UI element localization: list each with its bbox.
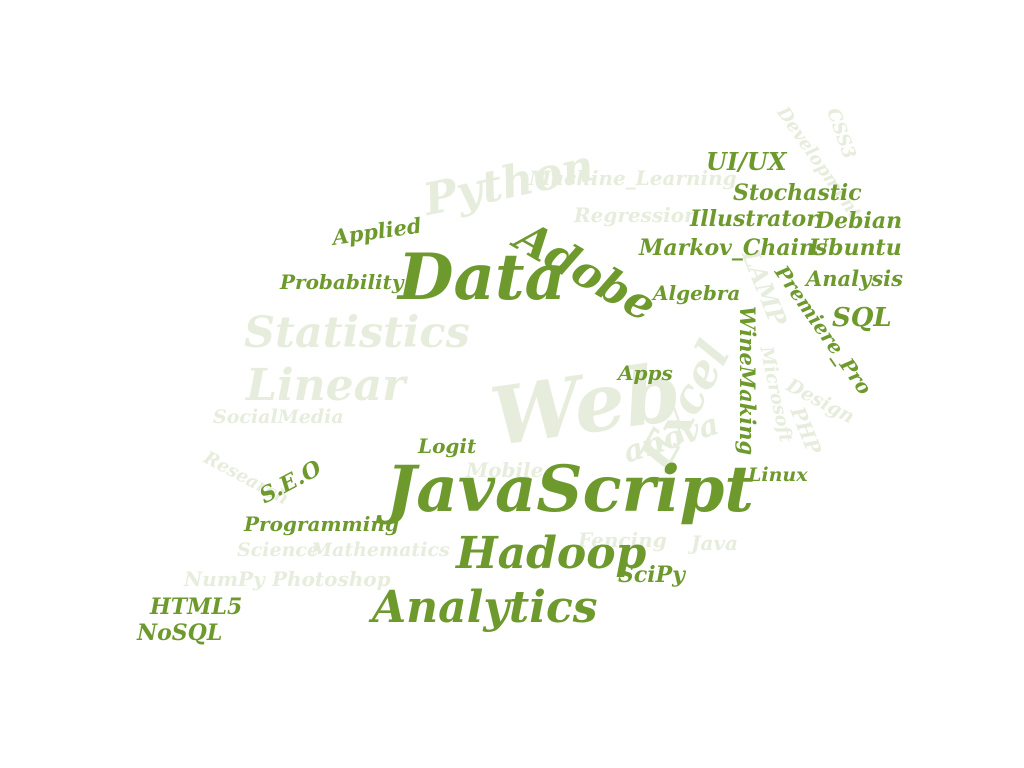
word-java: Java — [691, 531, 739, 555]
word-linux: Linux — [748, 464, 808, 486]
word-stochastic: Stochastic — [733, 180, 862, 206]
word-html5: HTML5 — [150, 594, 243, 620]
word-machine-learning: Machine_Learning — [529, 166, 737, 190]
word-apps: Apps — [618, 361, 673, 385]
word-programming: Programming — [244, 512, 399, 536]
word-debian: Debian — [815, 208, 903, 234]
word-seo: S.E.O — [255, 455, 326, 510]
word-analytics: Analytics — [372, 582, 598, 633]
word-sql: SQL — [832, 303, 892, 333]
word-science: Science — [237, 539, 320, 561]
word-winemaking: WineMaking — [735, 306, 760, 456]
word-numpy: NumPy — [184, 567, 265, 591]
word-probability: Probability — [280, 270, 404, 294]
word-algebra: Algebra — [653, 281, 741, 305]
word-illustrator: Illustrator — [690, 206, 818, 232]
word-css3: CSS3 — [822, 105, 860, 162]
word-statistics: Statistics — [244, 308, 470, 358]
word-logit: Logit — [418, 434, 477, 458]
word-hadoop: Hadoop — [456, 528, 647, 579]
word-mathematics: Mathematics — [311, 539, 450, 561]
word-mobile: Mobile — [466, 458, 544, 482]
word-markov-chains: Markov_Chains — [639, 235, 828, 261]
word-linear: Linear — [246, 360, 406, 411]
word-ui-ux: UI/UX — [706, 147, 787, 176]
word-socialmedia: SocialMedia — [213, 406, 344, 428]
word-fencing: Fencing — [578, 528, 667, 552]
word-data: Data — [398, 240, 566, 315]
word-javascript: JavaScript — [386, 452, 754, 527]
word-scipy: SciPy — [618, 562, 685, 588]
word-nosql: NoSQL — [137, 620, 223, 646]
word-photoshop: Photoshop — [272, 567, 391, 591]
word-analysis: Analysis — [806, 266, 903, 291]
word-regression: Regression — [574, 203, 699, 227]
word-ubuntu: Ubuntu — [809, 235, 902, 261]
